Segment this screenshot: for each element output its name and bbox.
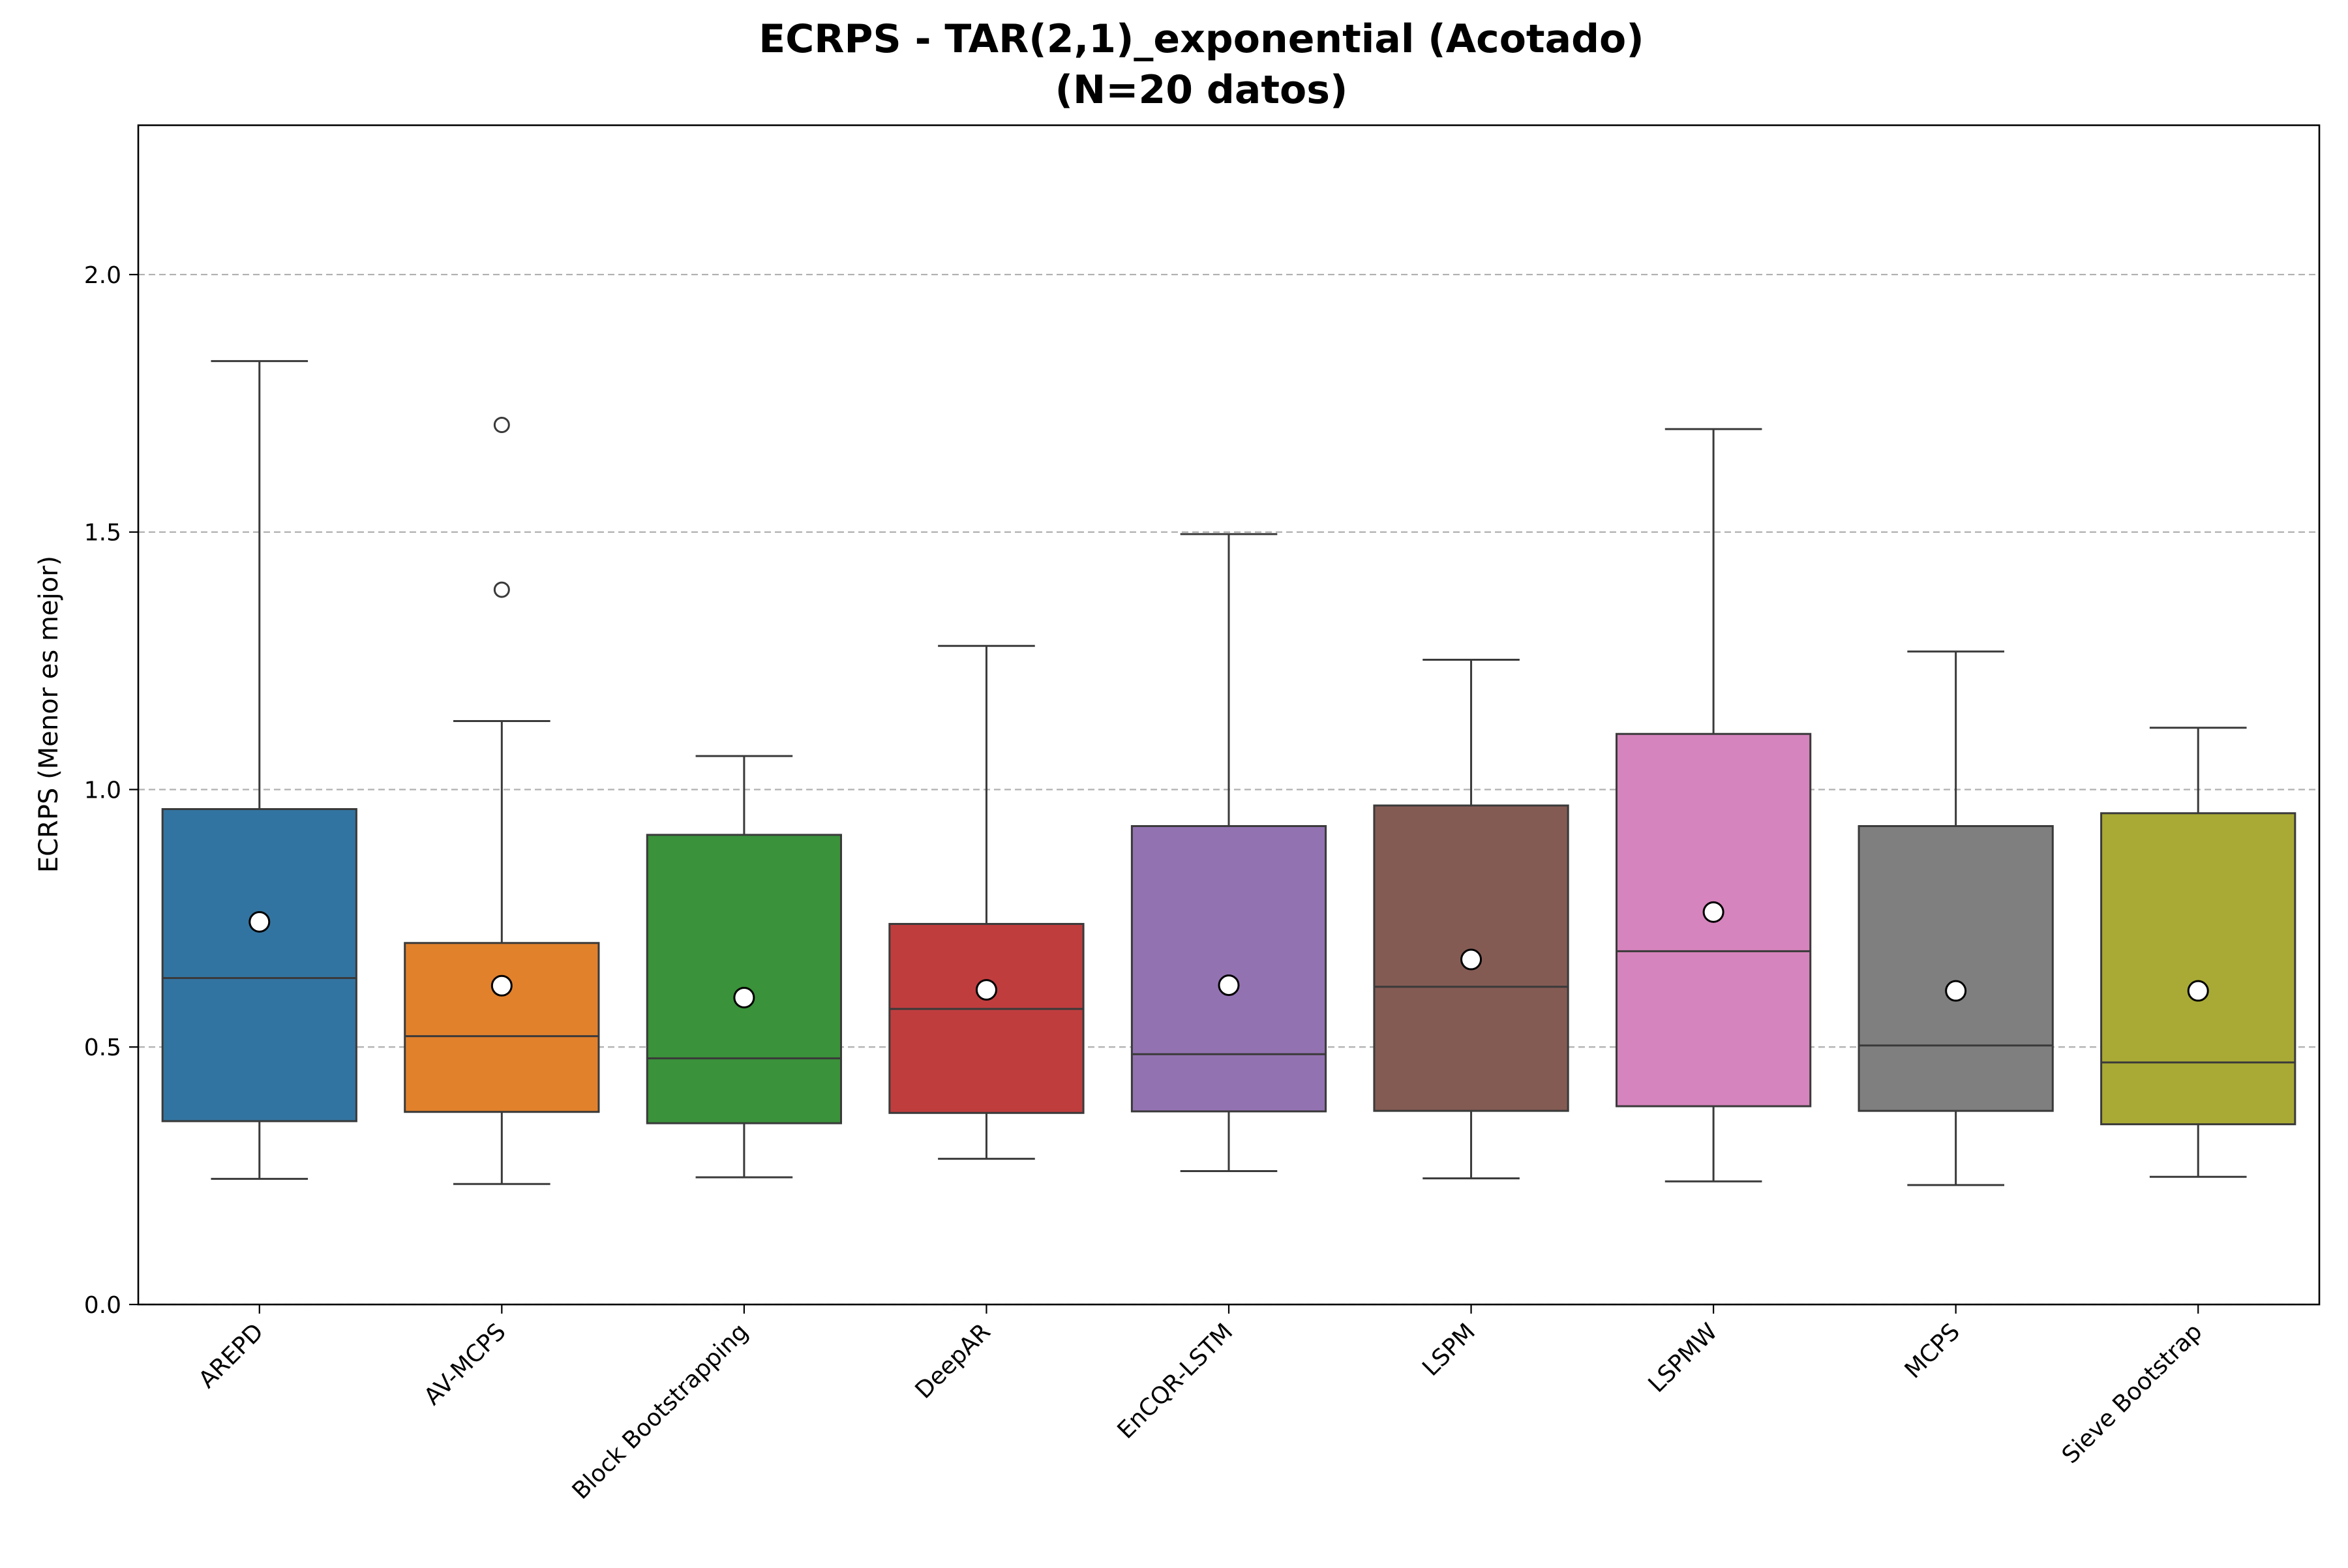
y-tick-label: 2.0: [84, 262, 121, 289]
iqr-box: [888, 923, 1085, 1114]
mean-marker: [975, 979, 997, 1001]
mean-marker: [1218, 974, 1240, 996]
iqr-box: [1615, 732, 1812, 1108]
mean-marker: [733, 986, 755, 1008]
box-series: [161, 360, 2296, 1186]
mean-marker: [1460, 948, 1483, 971]
box-mcps: [1858, 650, 2054, 1186]
iqr-box: [2100, 812, 2296, 1126]
box-arepd: [161, 360, 357, 1180]
box-block-bootstrapping: [646, 755, 843, 1179]
mean-marker: [1702, 901, 1724, 923]
chart-title: ECRPS - TAR(2,1)_exponential (Acotado): [759, 16, 1644, 62]
outlier-point: [493, 417, 510, 434]
box-lspmw: [1615, 428, 1812, 1183]
iqr-box: [161, 807, 357, 1123]
iqr-box: [1858, 825, 2054, 1112]
box-encqr-lstm: [1130, 533, 1327, 1173]
iqr-box: [1130, 825, 1327, 1113]
chart-subtitle: (N=20 datos): [1055, 67, 1348, 113]
mean-marker: [248, 911, 271, 933]
mean-marker: [1945, 980, 1967, 1002]
iqr-box: [646, 834, 843, 1124]
outlier-point: [493, 581, 510, 598]
box-sieve-bootstrap: [2100, 727, 2296, 1178]
mean-marker: [2187, 980, 2209, 1002]
y-tick-label: 1.5: [84, 520, 121, 547]
box-deepar: [888, 644, 1085, 1160]
mean-marker: [490, 974, 513, 997]
y-tick-label: 1.0: [84, 777, 121, 804]
iqr-box: [404, 942, 600, 1113]
y-tick-label: 0.5: [84, 1034, 121, 1061]
y-tick-label: 0.0: [84, 1292, 121, 1319]
y-axis-label: ECRPS (Menor es mejor): [34, 556, 64, 873]
box-lspm: [1373, 659, 1569, 1180]
box-av-mcps: [404, 417, 600, 1185]
